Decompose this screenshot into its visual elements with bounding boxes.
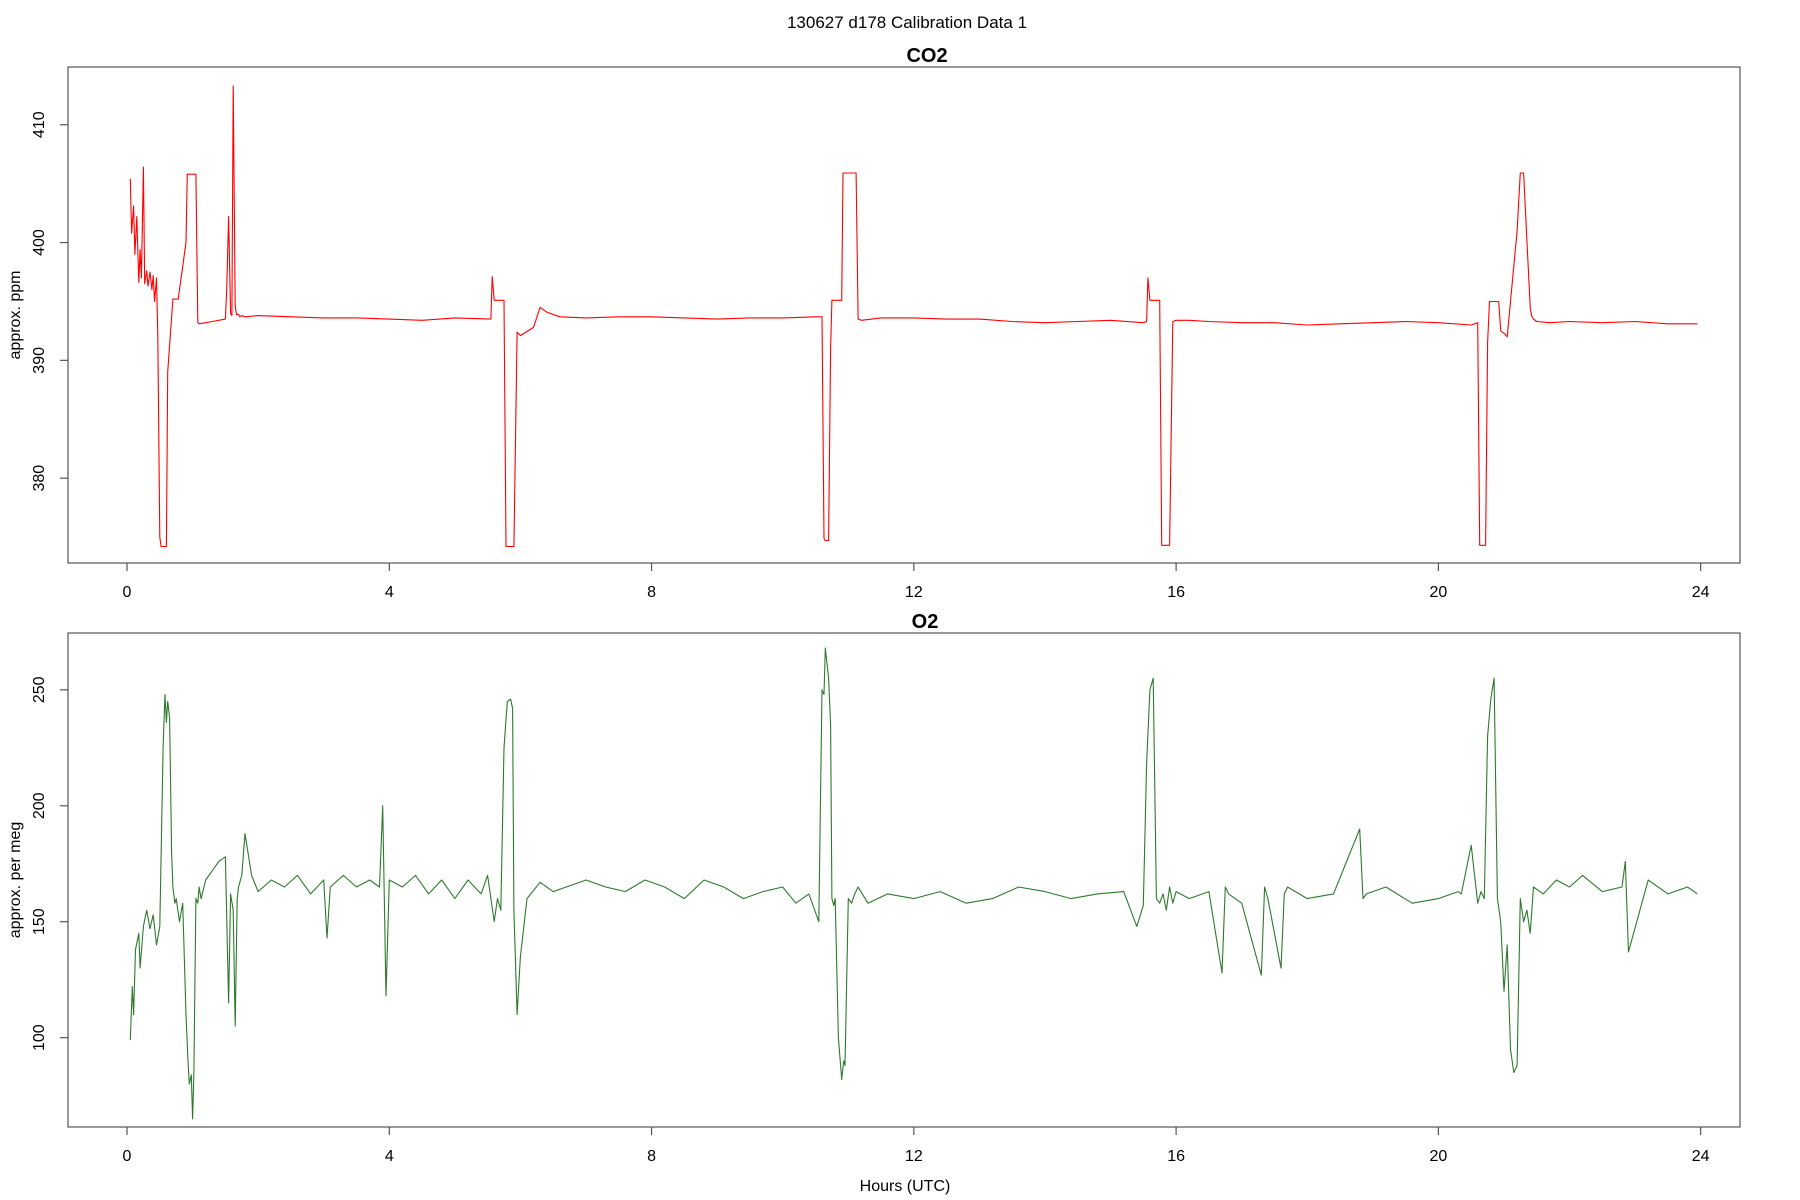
o2-y-ticks: 100 150 200 250 xyxy=(31,676,68,1051)
o2-x-tick-label-0: 0 xyxy=(123,1148,132,1165)
co2-y-tick-label-0: 380 xyxy=(31,465,48,492)
co2-series-line-0 xyxy=(129,85,1698,548)
o2-x-tick-label-3: 12 xyxy=(905,1148,923,1165)
o2-title: O2 xyxy=(912,611,939,633)
co2-x-tick-label-4: 16 xyxy=(1167,584,1185,601)
co2-x-tick-label-0: 0 xyxy=(123,584,132,601)
o2-x-tick-label-1: 4 xyxy=(385,1148,394,1165)
co2-series-group xyxy=(129,85,1698,548)
o2-x-tick-label-4: 16 xyxy=(1167,1148,1185,1165)
o2-x-tick-label-5: 20 xyxy=(1429,1148,1447,1165)
o2-series-line-0 xyxy=(129,647,1698,1120)
co2-y-tick-label-1: 390 xyxy=(31,347,48,374)
o2-y-tick-label-0: 100 xyxy=(31,1024,48,1051)
co2-y-axis-label: approx. ppm xyxy=(7,271,24,360)
co2-x-tick-label-6: 24 xyxy=(1692,584,1710,601)
o2-x-ticks: 0 4 8 12 16 20 24 xyxy=(123,1127,1710,1165)
o2-y-axis-label: approx. per meg xyxy=(7,822,24,939)
o2-series-group xyxy=(129,647,1698,1120)
o2-panel: O2 approx. per meg Hours (UTC) 0 4 8 12 16 20… xyxy=(7,611,1741,1195)
co2-x-tick-label-2: 8 xyxy=(647,584,656,601)
o2-y-tick-label-2: 200 xyxy=(31,792,48,819)
o2-x-tick-label-6: 24 xyxy=(1692,1148,1710,1165)
figure-suptitle: 130627 d178 Calibration Data 1 xyxy=(787,13,1027,32)
o2-x-axis-label: Hours (UTC) xyxy=(860,1178,951,1195)
co2-title: CO2 xyxy=(906,45,947,67)
o2-y-tick-label-1: 150 xyxy=(31,908,48,935)
o2-plot-frame xyxy=(67,632,1741,1128)
co2-x-tick-label-3: 12 xyxy=(905,584,923,601)
o2-x-tick-label-2: 8 xyxy=(647,1148,656,1165)
co2-panel: CO2 approx. ppm 0 4 8 12 16 20 24 380 390 400 410 xyxy=(7,45,1741,601)
co2-plot-frame xyxy=(67,66,1741,564)
o2-y-tick-label-3: 250 xyxy=(31,676,48,703)
co2-y-ticks: 380 390 400 410 xyxy=(31,111,68,492)
co2-x-tick-label-5: 20 xyxy=(1429,584,1447,601)
co2-x-ticks: 0 4 8 12 16 20 24 xyxy=(123,563,1710,601)
co2-y-tick-label-2: 400 xyxy=(31,229,48,256)
co2-y-tick-label-3: 410 xyxy=(31,111,48,138)
co2-x-tick-label-1: 4 xyxy=(385,584,394,601)
